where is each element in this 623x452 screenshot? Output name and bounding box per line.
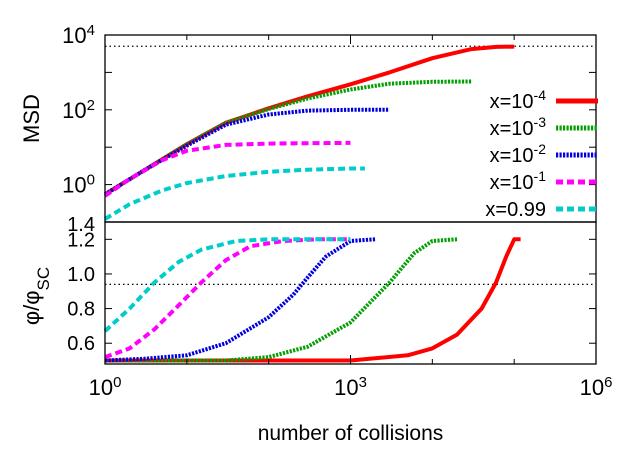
top-series-4 (103, 166, 365, 221)
legend-label-2: x=10-2 (490, 141, 547, 167)
bottom-ytick-label: 1.4 (67, 214, 95, 236)
bottom-series-3 (104, 237, 347, 359)
bottom-ytick-label: 0.6 (67, 333, 95, 355)
xtick-label: 106 (580, 374, 613, 401)
legend-label-3: x=10-1 (490, 168, 547, 194)
bottom-series-4 (103, 237, 351, 333)
top-ytick-label: 100 (62, 171, 95, 198)
x-axis-label: number of collisions (258, 422, 444, 445)
legend-label-4: x=0.99 (485, 199, 546, 221)
bottom-series-2 (104, 237, 376, 363)
bottom-ytick-label: 1.2 (67, 229, 95, 251)
top-series-1 (103, 79, 472, 197)
bottom-ytick-label: 1.0 (67, 264, 95, 286)
bottom-series-1 (105, 237, 458, 363)
top-series-3 (103, 140, 351, 198)
legend-label-1: x=10-3 (490, 114, 547, 140)
top-series-0 (103, 44, 515, 197)
top-series-2 (103, 107, 390, 197)
xtick-label: 100 (89, 374, 122, 401)
legend: x=10-4x=10-3x=10-2x=10-1 x=0.99 (485, 87, 598, 221)
top-ytick-label: 104 (62, 22, 95, 49)
top-ylabel: MSD (19, 94, 44, 143)
legend-label-0: x=10-4 (490, 87, 547, 113)
bottom-series-0 (105, 237, 521, 363)
top-ytick-label: 102 (62, 96, 95, 123)
top-panel-series-group (103, 44, 515, 221)
xtick-label: 103 (334, 374, 367, 401)
bottom-ytick-label: 0.8 (67, 299, 95, 321)
bottom-panel-series-group (103, 237, 521, 363)
bottom-ylabel: φ/φSC (19, 267, 53, 325)
